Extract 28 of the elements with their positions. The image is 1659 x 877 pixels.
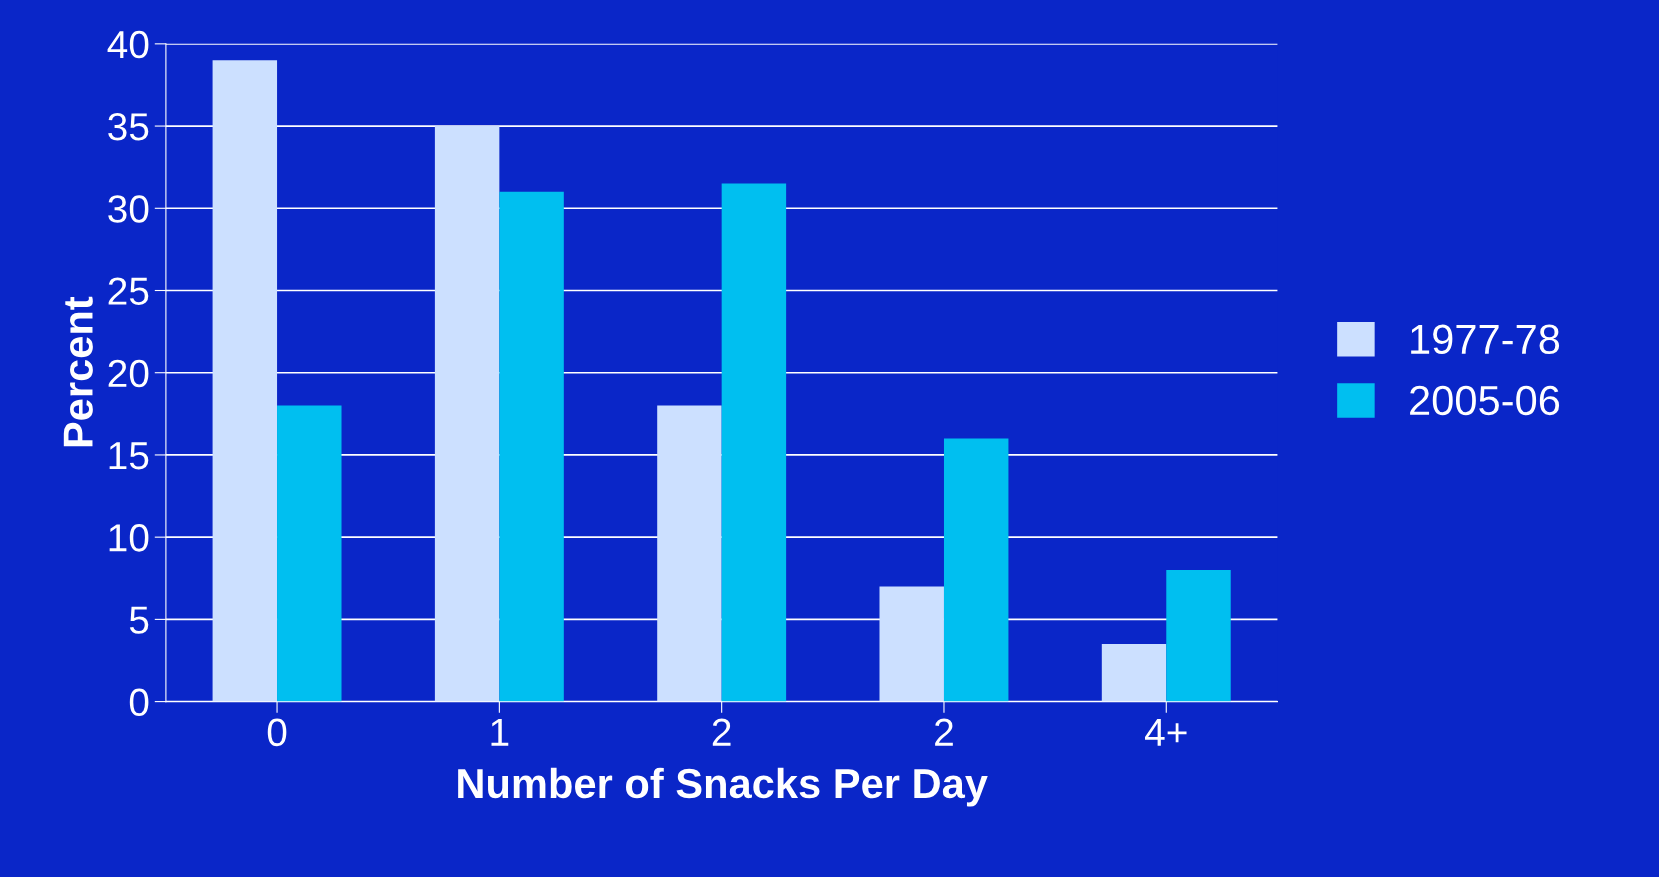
bar: [1101, 644, 1167, 702]
y-tick-label: 25: [108, 277, 149, 305]
bar: [943, 438, 1009, 702]
bar: [434, 126, 500, 702]
x-axis-title: Number of Snacks Per Day: [458, 767, 988, 807]
legend-label: 2005-06: [1410, 385, 1560, 416]
y-tick-label: 40: [107, 30, 149, 59]
bar: [721, 183, 787, 702]
legend-label: 1977-78: [1411, 324, 1560, 355]
y-tick-label: 10: [109, 524, 149, 552]
y-tick-label: 35: [108, 113, 149, 141]
y-axis-title: Percent: [63, 296, 93, 447]
bar: [499, 191, 564, 702]
bar: [1166, 570, 1231, 702]
x-tick-label: 4+: [1145, 719, 1187, 746]
y-tick-label: 30: [108, 195, 149, 223]
bar: [212, 60, 278, 702]
bar: [879, 586, 944, 702]
bar: [657, 405, 722, 702]
y-tick-label: 20: [108, 359, 149, 388]
x-tick-label: 1: [491, 719, 509, 746]
y-tick-label: 5: [129, 606, 149, 634]
x-tick-label: 0: [267, 718, 287, 747]
x-tick-label: 2: [935, 718, 953, 746]
x-tick-label: 2: [712, 718, 731, 746]
y-tick-label: 0: [129, 688, 149, 717]
bar: [277, 405, 342, 702]
y-tick-label: 15: [109, 442, 149, 470]
